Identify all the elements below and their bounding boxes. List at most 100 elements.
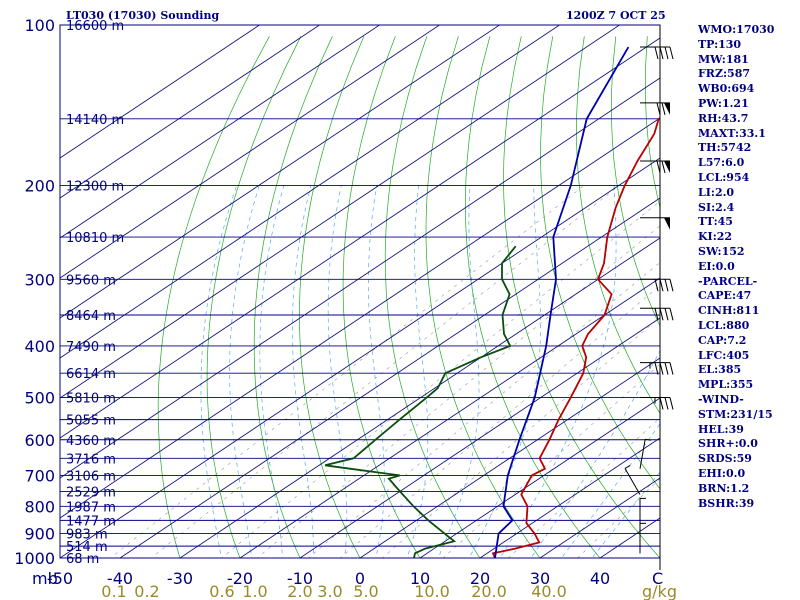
index-item: TT:45: [698, 215, 733, 229]
index-item: PW:1.21: [698, 96, 749, 110]
mixing-ratio-line: [150, 185, 620, 558]
pressure-tick-label: 400: [24, 337, 55, 356]
isotherm: [119, 197, 660, 558]
height-label: 983 m: [66, 528, 108, 543]
isotherm: [60, 25, 621, 399]
mixing-ratio-label: 0.2: [134, 582, 159, 600]
isotherm: [60, 25, 441, 279]
mixing-ratio-label: 20.0: [471, 582, 507, 600]
isotherm: [60, 25, 261, 159]
temperature-tick-label: 0: [355, 569, 365, 588]
index-item: WB0:694: [698, 82, 755, 96]
height-label: 14140 m: [66, 113, 124, 128]
index-item: CAPE:47: [698, 289, 752, 303]
pressure-unit-label: mb: [32, 569, 58, 588]
pressure-tick-label: 200: [24, 176, 55, 195]
dry-adiabat: [384, 36, 481, 558]
dry-adiabat: [576, 36, 660, 414]
index-item: STM:231/15: [698, 407, 773, 421]
mixing-ratio-label: 1.0: [242, 582, 267, 600]
moist-adiabat: [530, 349, 660, 558]
height-label: 1477 m: [66, 514, 116, 529]
wind-barb: [640, 217, 670, 230]
index-item: LCL:880: [698, 318, 750, 332]
mixing-ratio-unit-label: g/kg: [642, 582, 677, 600]
isotherm: [479, 437, 660, 558]
pressure-tick-label: 1000: [14, 549, 55, 568]
temperature-tick-label: -20: [227, 569, 253, 588]
isotherm: [359, 357, 660, 558]
isotherm: [239, 277, 660, 558]
isotherm: [60, 25, 381, 239]
height-label: 3716 m: [66, 452, 116, 467]
index-item: MAXT:33.1: [698, 126, 766, 140]
temperature-tick-label: 30: [530, 569, 550, 588]
isotherm: [179, 237, 660, 558]
isotherm: [60, 25, 561, 359]
isotherm: [60, 37, 660, 439]
height-label: 5055 m: [66, 414, 116, 429]
height-label: 6614 m: [66, 367, 116, 382]
temperature-tick-label: 20: [470, 569, 490, 588]
index-item: RH:43.7: [698, 111, 749, 125]
mixing-ratio-line: [339, 285, 660, 558]
mixing-ratio-line: [110, 185, 585, 558]
mixing-ratio-label: 3.0: [317, 582, 342, 600]
isotherm: [60, 25, 501, 319]
moist-adiabat: [327, 185, 348, 558]
height-label: 68 m: [66, 552, 99, 567]
index-item: L57:6.0: [698, 156, 745, 170]
station-title: LT030 (17030) Sounding: [66, 9, 220, 22]
dry-adiabat: [611, 36, 660, 327]
index-item: EL:385: [698, 363, 742, 377]
isotherm: [60, 77, 660, 479]
moist-adiabat: [406, 185, 429, 558]
temperature-tick-label: -40: [107, 569, 133, 588]
wind-barb: [640, 102, 670, 116]
wind-barb: [640, 397, 674, 410]
isotherm: [419, 397, 660, 558]
mixing-ratio-label: 2.0: [287, 582, 312, 600]
pressure-tick-label: 700: [24, 466, 55, 485]
index-item: LFC:405: [698, 348, 750, 362]
mixing-ratio-line: [381, 316, 660, 558]
mixing-ratio-label: 0.6: [209, 582, 234, 600]
height-label: 4360 m: [66, 434, 116, 449]
index-item: LCL:954: [698, 170, 750, 184]
index-item: KI:22: [698, 230, 733, 244]
wind-barb: [639, 497, 646, 529]
dry-adiabat: [503, 36, 660, 558]
wind-barb: [640, 46, 674, 60]
dry-adiabat: [773, 36, 800, 569]
dry-adiabat: [425, 36, 541, 558]
temperature-tick-label: 40: [590, 569, 610, 588]
temperature-tick-label: -30: [167, 569, 193, 588]
index-item: BSHR:39: [698, 496, 755, 510]
isotherm: [60, 25, 321, 199]
mixing-ratio-line: [442, 363, 660, 558]
valid-time: 1200Z 7 OCT 25: [566, 9, 666, 22]
mixing-ratio-label: 10.0: [414, 582, 450, 600]
pressure-tick-label: 800: [24, 497, 55, 516]
height-label: 12300 m: [66, 179, 124, 194]
temperature-tick-label: -50: [47, 569, 73, 588]
wind-barb: [640, 362, 674, 375]
height-label: 3106 m: [66, 469, 116, 484]
mixing-ratio-line: [507, 417, 660, 558]
temperature-line: [491, 116, 660, 558]
index-item: TH:5742: [698, 141, 752, 155]
index-item: -WIND-: [698, 392, 744, 406]
parcel-line: [494, 46, 630, 558]
index-item: EI:0.0: [698, 259, 735, 273]
height-label: 7490 m: [66, 340, 116, 355]
pressure-tick-label: 100: [24, 16, 55, 35]
mixing-ratio-line: [221, 200, 660, 558]
dry-adiabat: [206, 36, 302, 558]
dewpoint-line: [324, 245, 517, 558]
pressure-tick-label: 500: [24, 389, 55, 408]
index-item: SHR+:0.0: [698, 437, 758, 451]
indices-list: WMO:17030 TP:130 MW:181 FRZ:587 WB0:694 PW:1.…: [698, 23, 774, 511]
isotherm: [60, 157, 660, 558]
index-item: WMO:17030: [698, 23, 775, 36]
index-item: MW:181: [698, 52, 749, 66]
